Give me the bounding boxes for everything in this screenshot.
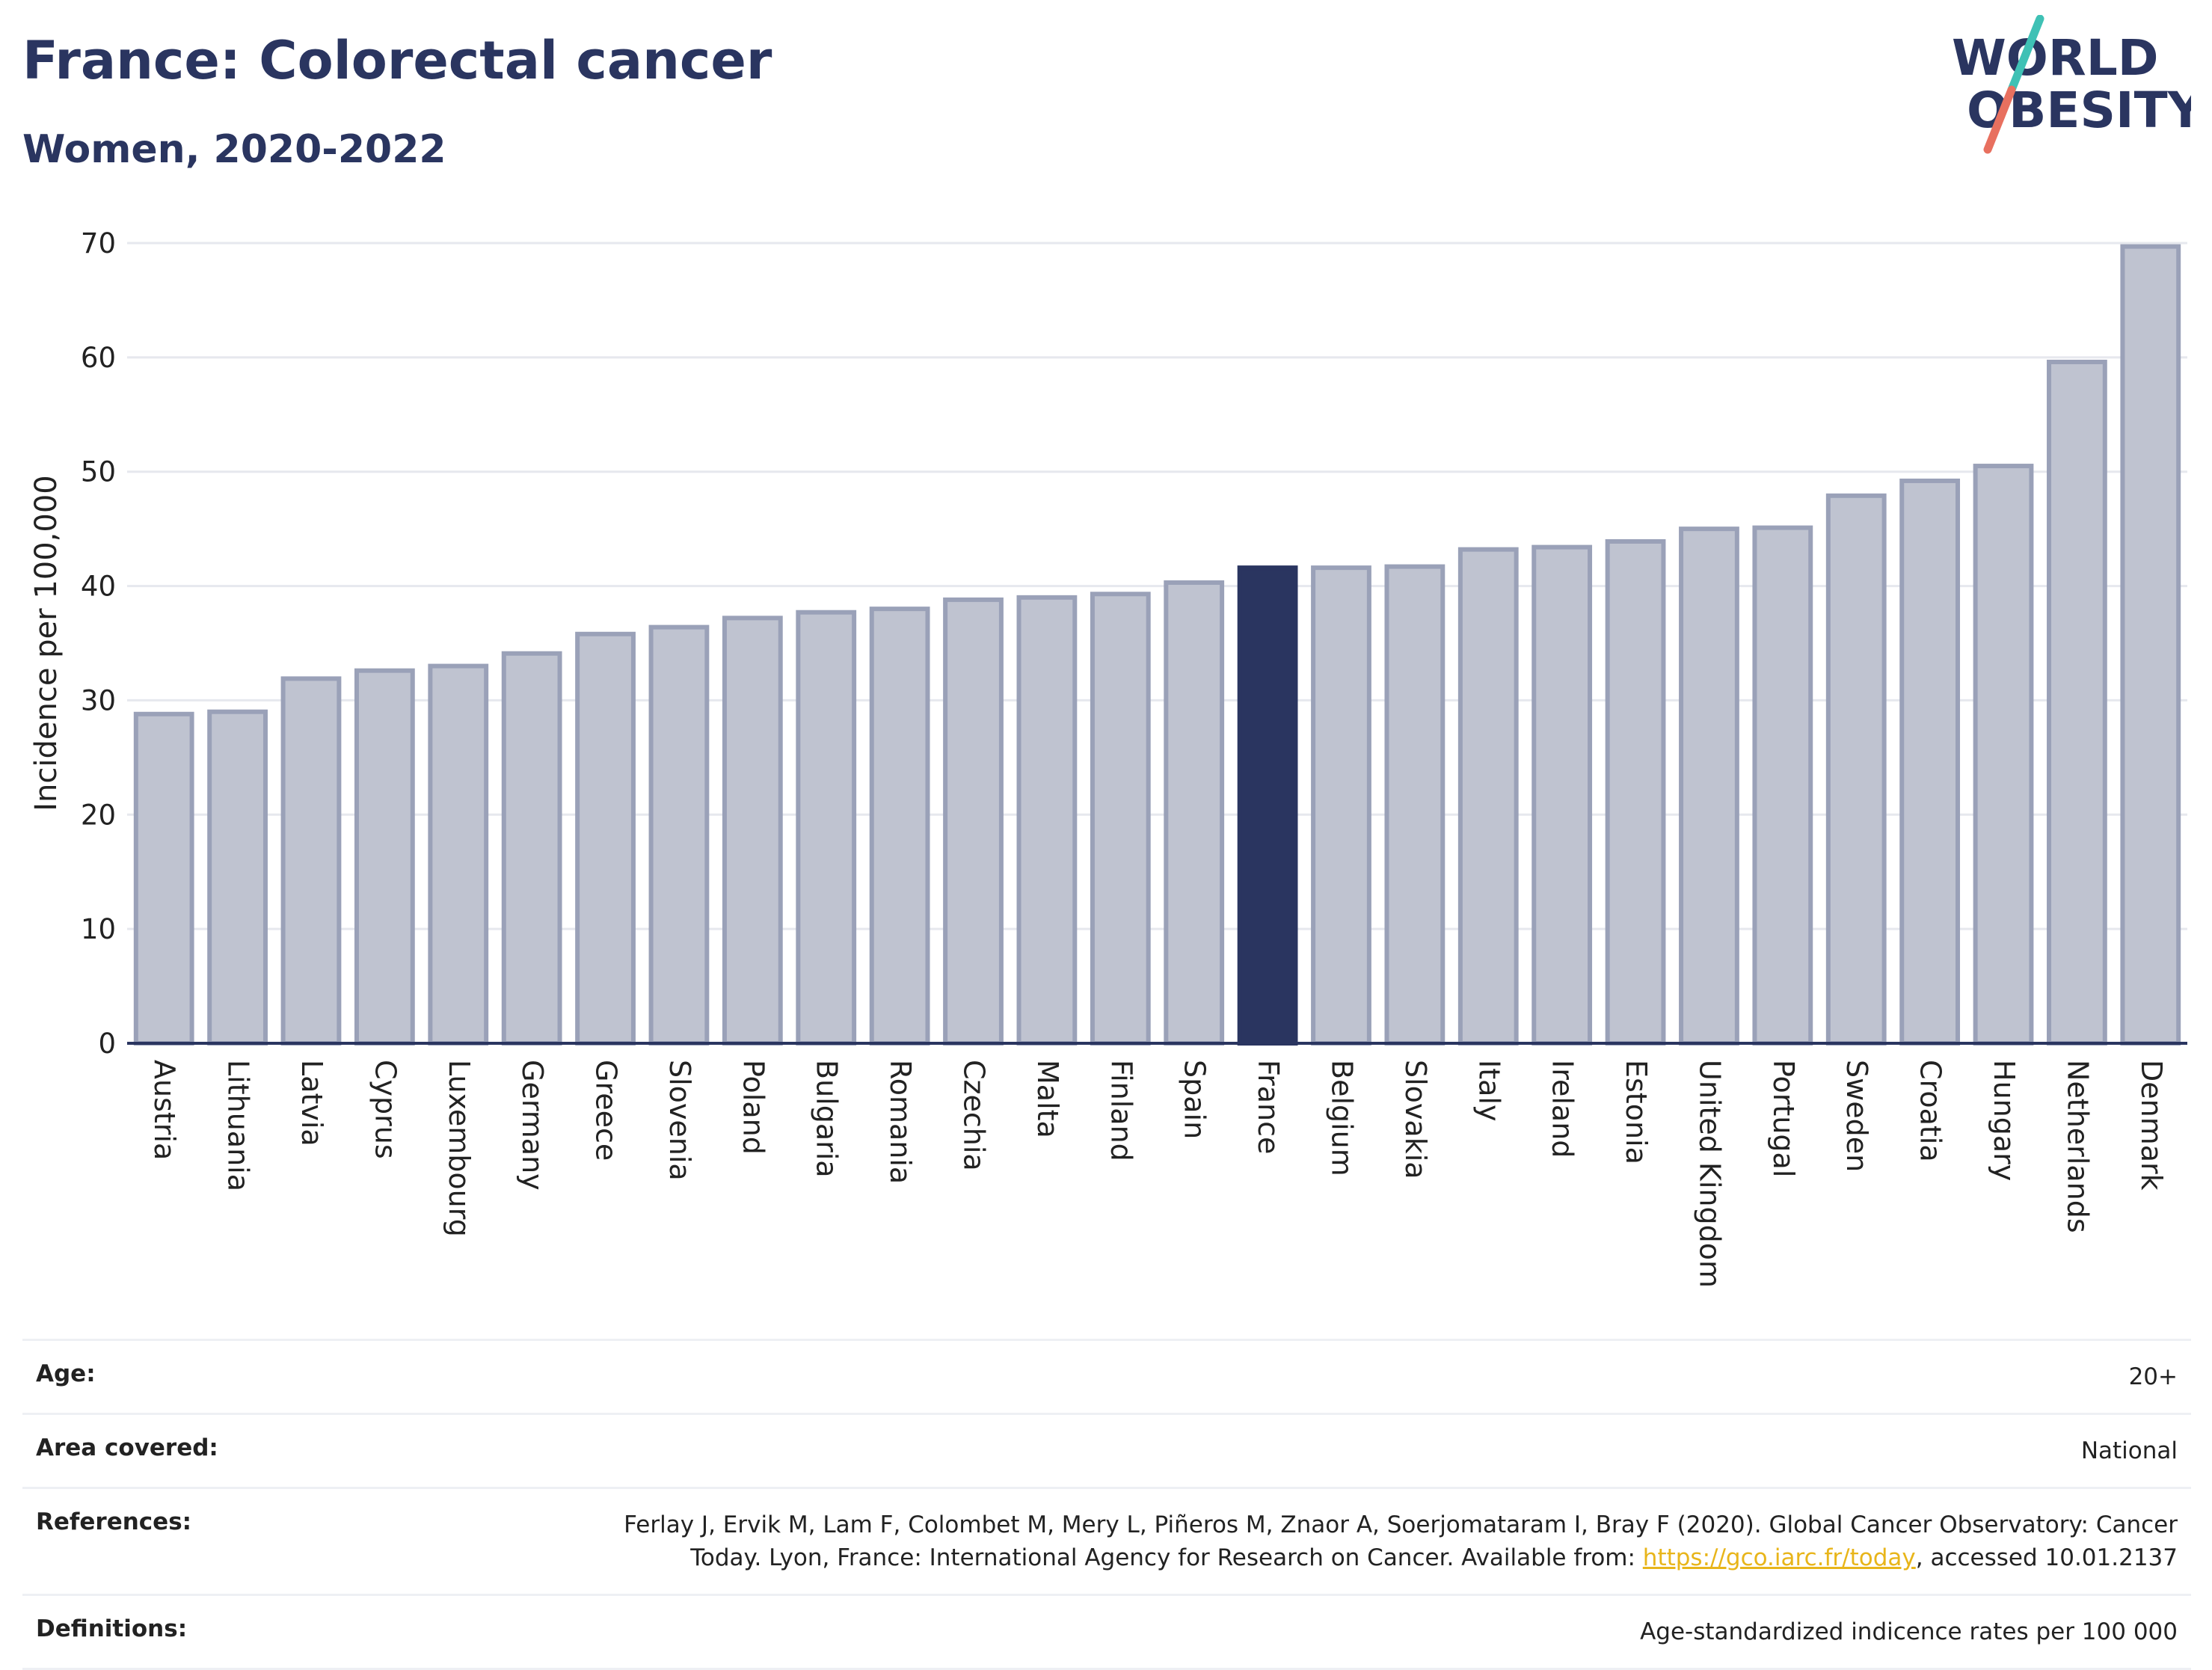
logo-slash-top <box>2007 15 2044 94</box>
bar-sweden <box>1825 493 1887 1046</box>
bar-italy <box>1457 547 1519 1046</box>
info-table: Age: 20+ Area covered: National Referenc… <box>22 1339 2191 1670</box>
bar-estonia <box>1605 538 1666 1046</box>
logo-text-world: WORLD <box>1952 29 2159 87</box>
y-tick-label: 70 <box>81 227 116 260</box>
bar-malta <box>1016 595 1078 1046</box>
x-tick-label: Sweden <box>1840 1060 1873 1172</box>
y-tick-label: 0 <box>98 1028 116 1060</box>
x-tick-label: Romania <box>884 1060 917 1184</box>
definitions-label: Definitions: <box>36 1615 188 1642</box>
x-tick-label: Luxembourg <box>443 1060 476 1237</box>
y-tick-label: 20 <box>81 799 116 831</box>
area-label: Area covered: <box>36 1434 218 1461</box>
bar-poland <box>722 615 783 1046</box>
bar-chart: 0 10 20 30 40 50 60 70 Austria Lithuania Latvia Cyp… <box>29 227 2187 1288</box>
x-tick-label: Estonia <box>1620 1060 1653 1164</box>
y-tick-label: 30 <box>81 684 116 716</box>
bar-lithuania <box>207 709 268 1046</box>
x-tick-label: Bulgaria <box>811 1060 844 1178</box>
references-line2-post: , accessed 10.01.2137 <box>1915 1544 2178 1571</box>
bar-united-kingdom <box>1679 527 1739 1046</box>
x-tick-label: Germany <box>516 1060 549 1191</box>
bar-portugal <box>1752 525 1813 1046</box>
bar-hungary <box>1973 464 2034 1046</box>
x-tick-label: Belgium <box>1325 1060 1358 1176</box>
bar-czechia <box>943 597 1004 1046</box>
definitions-value: Age-standardized indicence rates per 100… <box>1640 1618 2178 1645</box>
bar-spain <box>1164 580 1225 1046</box>
x-tick-label: Spain <box>1179 1060 1211 1139</box>
y-tick-label: 40 <box>81 571 116 603</box>
references-value: Ferlay J, Ervik M, Lam F, Colombet M, Me… <box>624 1508 2178 1574</box>
x-tick-label: France <box>1252 1060 1285 1154</box>
x-tick-label: Denmark <box>2135 1060 2168 1191</box>
bar-romania <box>869 607 930 1046</box>
x-tick-label: Netherlands <box>2061 1060 2094 1233</box>
world-obesity-logo: WORLD OBESITY <box>1952 15 2191 154</box>
bar-denmark <box>2120 244 2181 1046</box>
info-row-references: References: Ferlay J, Ervik M, Lam F, Co… <box>22 1487 2191 1594</box>
bar-slovakia <box>1384 564 1446 1046</box>
bar-slovenia <box>648 624 710 1046</box>
axes: 0 10 20 30 40 50 60 70 Austria Lithuania Latvia Cyp… <box>81 227 2187 1288</box>
x-tick-label: Greece <box>590 1060 623 1161</box>
logo-slash-bottom <box>1983 85 2016 154</box>
y-tick-label: 50 <box>81 456 116 488</box>
x-tick-label: Finland <box>1105 1060 1137 1161</box>
bar-netherlands <box>2047 359 2107 1046</box>
x-tick-label: Malta <box>1031 1060 1064 1138</box>
x-tick-label: Slovakia <box>1399 1060 1432 1179</box>
info-row-definitions: Definitions: Age-standardized indicence … <box>22 1594 2191 1670</box>
x-tick-label: Portugal <box>1767 1060 1800 1177</box>
area-value: National <box>2080 1437 2178 1464</box>
x-tick-label: Croatia <box>1914 1060 1947 1162</box>
x-tick-label: Ireland <box>1546 1060 1579 1158</box>
bar-germany <box>501 651 562 1046</box>
bar-greece <box>575 631 636 1046</box>
y-tick-label: 10 <box>81 913 116 945</box>
x-tick-label: Cyprus <box>369 1060 402 1159</box>
x-tick-label: Slovenia <box>663 1060 696 1181</box>
age-value: 20+ <box>2128 1363 2178 1390</box>
bar-cyprus <box>354 668 415 1046</box>
references-link[interactable]: https://gco.iarc.fr/today <box>1642 1544 1916 1571</box>
x-tick-label: Poland <box>737 1060 769 1155</box>
age-label: Age: <box>36 1360 96 1387</box>
bar-ireland <box>1531 544 1593 1046</box>
x-tick-label: Lithuania <box>222 1060 255 1191</box>
references-label: References: <box>36 1508 192 1535</box>
x-tick-label: Latvia <box>295 1060 328 1146</box>
references-line1: Ferlay J, Ervik M, Lam F, Colombet M, Me… <box>624 1511 2178 1538</box>
x-tick-label: Italy <box>1472 1060 1505 1121</box>
bar-bulgaria <box>796 610 857 1046</box>
bars <box>133 244 2181 1046</box>
y-axis-label: Incidence per 100,000 <box>29 475 64 811</box>
y-tick-label: 60 <box>81 342 116 374</box>
references-line2-pre: Today. Lyon, France: International Agenc… <box>690 1544 1643 1571</box>
bar-finland <box>1090 592 1151 1046</box>
info-row-area: Area covered: National <box>22 1413 2191 1487</box>
x-tick-label: Austria <box>148 1060 181 1160</box>
bar-luxembourg <box>428 663 489 1046</box>
bar-croatia <box>1899 478 1961 1046</box>
x-tick-label: Hungary <box>1988 1060 2021 1181</box>
page-subtitle: Women, 2020-2022 <box>22 127 446 172</box>
page-title: France: Colorectal cancer <box>22 30 772 91</box>
bar-latvia <box>280 676 342 1046</box>
bar-austria <box>133 711 194 1046</box>
x-tick-label: Czechia <box>958 1060 991 1171</box>
bar-france <box>1237 565 1298 1046</box>
x-tick-label: United Kingdom <box>1693 1060 1726 1288</box>
bar-belgium <box>1311 565 1371 1046</box>
info-row-age: Age: 20+ <box>22 1339 2191 1413</box>
